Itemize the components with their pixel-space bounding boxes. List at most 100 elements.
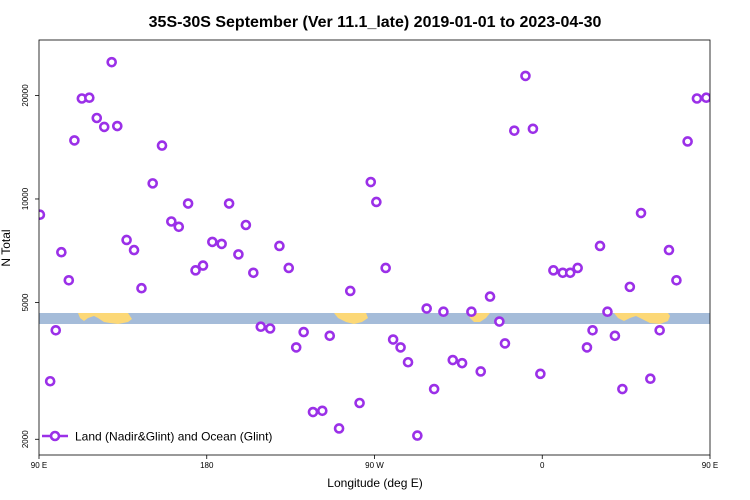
- data-point: [527, 123, 539, 135]
- data-point: [617, 383, 628, 395]
- chart-title: 35S-30S September (Ver 11.1_late) 2019-0…: [149, 14, 602, 31]
- data-point: [264, 323, 276, 334]
- data-point: [111, 120, 123, 132]
- data-point: [466, 306, 477, 317]
- y-axis-label: N Total: [0, 229, 13, 266]
- data-point: [106, 56, 117, 68]
- y-tick-label: 2000: [21, 430, 30, 448]
- data-point: [520, 70, 531, 82]
- data-point: [447, 354, 459, 366]
- data-point: [499, 338, 511, 349]
- data-point: [438, 306, 449, 317]
- data-point: [663, 244, 675, 256]
- land-shape: [78, 313, 132, 324]
- data-point: [494, 316, 505, 327]
- data-point: [190, 265, 201, 276]
- data-point: [240, 219, 252, 231]
- data-point: [147, 178, 158, 189]
- data-point: [173, 221, 185, 233]
- data-point: [635, 207, 647, 219]
- data-point: [564, 267, 576, 279]
- data-point: [344, 285, 356, 297]
- x-tick-label: 180: [200, 461, 214, 470]
- land-shape: [334, 313, 368, 324]
- data-point: [602, 306, 613, 317]
- land-shape: [614, 313, 670, 324]
- data-point: [645, 373, 656, 385]
- data-point: [412, 430, 423, 441]
- data-point: [44, 375, 56, 387]
- data-point: [387, 334, 399, 345]
- data-point: [572, 262, 583, 274]
- y-tick-label: 5000: [21, 293, 30, 311]
- data-point: [380, 262, 391, 274]
- data-point: [84, 92, 95, 104]
- data-point: [671, 275, 682, 286]
- y-tick-label: 10000: [21, 187, 30, 210]
- data-point: [333, 423, 345, 434]
- data-point: [128, 244, 140, 256]
- axes: 90 E 180 90 W 0 90 E 2000 5000 10000 20000: [21, 84, 718, 470]
- legend: Land (Nadir&Glint) and Ocean (Glint): [42, 430, 272, 444]
- data-point: [207, 236, 218, 248]
- data-point: [654, 324, 665, 336]
- data-point: [223, 198, 235, 209]
- x-tick-label: 90 E: [702, 461, 718, 470]
- data-point: [508, 125, 520, 136]
- data-point: [581, 342, 593, 353]
- x-axis-label: Longitude (deg E): [327, 476, 422, 490]
- data-point: [307, 406, 319, 418]
- data-point: [274, 240, 285, 252]
- data-point: [700, 92, 710, 104]
- data-point: [136, 282, 147, 294]
- legend-label: Land (Nadir&Glint) and Ocean (Glint): [75, 430, 272, 444]
- data-point: [324, 330, 336, 342]
- data-point: [98, 121, 110, 133]
- data-point: [283, 262, 295, 274]
- data-point: [535, 368, 546, 380]
- legend-marker: [49, 430, 61, 442]
- data-point: [39, 209, 46, 220]
- data-point: [609, 330, 621, 342]
- y-tick-label: 20000: [21, 84, 30, 107]
- data-point: [402, 356, 414, 368]
- data-point: [248, 267, 259, 279]
- data-point: [624, 281, 636, 293]
- data-point: [121, 234, 132, 246]
- ocean-band: [39, 313, 710, 324]
- surface-band: [39, 313, 710, 324]
- data-point: [50, 324, 62, 336]
- data-point: [255, 321, 267, 333]
- data-point: [290, 342, 302, 353]
- data-point: [69, 135, 80, 146]
- data-point: [156, 140, 168, 151]
- data-point: [298, 326, 309, 338]
- data-point: [317, 405, 328, 417]
- x-tick-label: 90 E: [31, 461, 47, 470]
- data-points: [39, 56, 710, 441]
- data-point: [475, 366, 487, 377]
- data-point: [354, 397, 365, 409]
- data-point: [166, 216, 177, 227]
- data-point: [63, 275, 75, 286]
- data-point: [548, 265, 559, 276]
- data-point: [428, 383, 440, 395]
- data-point: [587, 324, 598, 336]
- data-point: [456, 357, 468, 369]
- data-point: [395, 342, 406, 353]
- x-tick-label: 0: [540, 461, 545, 470]
- plot-frame: [38, 39, 711, 456]
- data-point: [216, 238, 227, 250]
- data-point: [484, 291, 496, 302]
- data-point: [233, 249, 244, 260]
- data-point: [421, 303, 432, 314]
- data-point: [197, 260, 209, 271]
- data-point: [594, 240, 606, 252]
- data-point: [371, 196, 382, 208]
- data-point: [365, 176, 377, 188]
- data-point: [682, 136, 693, 147]
- x-tick-label: 90 W: [365, 461, 384, 470]
- data-point: [691, 93, 703, 104]
- data-point: [182, 198, 194, 209]
